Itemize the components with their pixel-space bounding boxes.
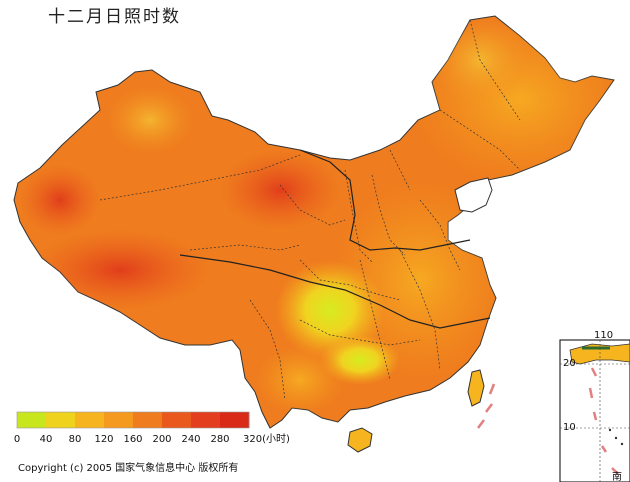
legend-swatch <box>220 412 250 428</box>
legend-tick-labels: 0 40 80 120 160 200 240 280 320(小时) <box>14 433 290 445</box>
legend-swatch <box>133 412 163 428</box>
legend-swatch <box>191 412 221 428</box>
inset-longitude-label: 110 <box>594 330 614 341</box>
taiwan-island <box>467 369 485 407</box>
nine-dash-line <box>477 383 496 429</box>
legend-swatch <box>46 412 76 428</box>
province-boundaries <box>99 19 521 401</box>
legend-tick-label: 120 <box>94 434 113 445</box>
inset-lat-label-10: 10 <box>563 422 576 433</box>
south-china-sea-inset <box>559 339 630 482</box>
bohai-sea <box>454 177 493 213</box>
copyright-notice: Copyright (c) 2005 国家气象信息中心 版权所有 <box>18 463 239 474</box>
legend-swatch <box>17 412 47 428</box>
hainan-island <box>347 427 373 453</box>
legend-color-bar <box>16 411 250 429</box>
legend-swatch <box>162 412 192 428</box>
legend-tick-label: 80 <box>69 434 82 445</box>
legend-tick-label: 320(小时) <box>243 433 290 445</box>
china-territory <box>13 15 615 453</box>
legend-border <box>16 411 250 429</box>
legend-swatch <box>104 412 134 428</box>
legend-tick-label: 200 <box>152 434 171 445</box>
legend-tick-label: 240 <box>181 434 200 445</box>
map-title: 十二月日照时数 <box>48 7 181 27</box>
legend-tick-label: 40 <box>40 434 53 445</box>
inset-lat-label-20: 20 <box>563 358 576 369</box>
legend-tick-label: 0 <box>14 434 20 445</box>
legend-tick-label: 160 <box>123 434 142 445</box>
legend-tick-label: 280 <box>210 434 229 445</box>
inset-region-label: 南海 <box>612 472 622 482</box>
rivers <box>179 149 491 329</box>
legend-swatch <box>75 412 105 428</box>
